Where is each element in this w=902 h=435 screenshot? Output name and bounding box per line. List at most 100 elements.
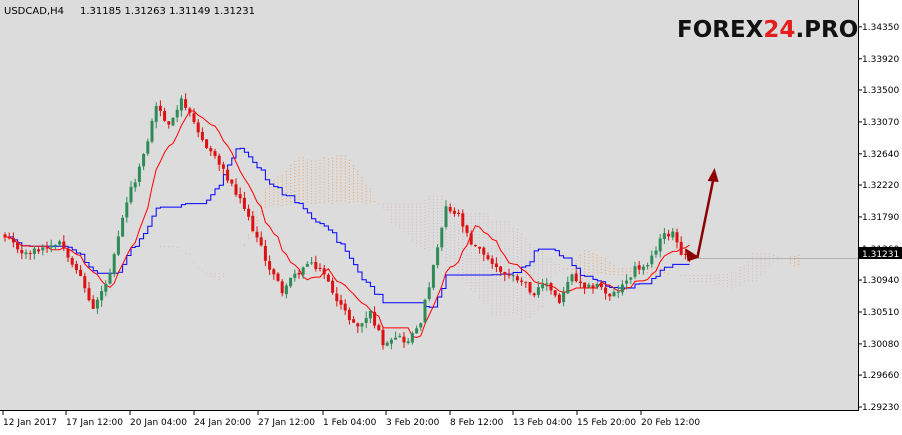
candle-body <box>129 186 133 203</box>
candle-body <box>196 122 200 133</box>
candle-body <box>289 277 293 287</box>
candle-body <box>108 273 112 284</box>
candle-body <box>415 328 419 334</box>
x-tick-label: 12 Jan 2017 <box>3 418 57 428</box>
candle-body <box>494 263 498 268</box>
candle-body <box>381 329 385 346</box>
candle-body <box>671 231 675 238</box>
candle-body <box>91 299 95 309</box>
candle-body <box>440 227 444 248</box>
y-tick-label: 1.34350 <box>862 23 899 33</box>
candle-body <box>272 269 276 275</box>
candle-body <box>137 166 141 182</box>
candle-body <box>16 241 20 250</box>
candle-body <box>599 283 603 288</box>
candle-body <box>364 318 368 323</box>
candle-body <box>175 109 179 118</box>
candle-body <box>604 287 608 294</box>
candle-body <box>79 269 83 277</box>
x-tick-label: 20 Jan 04:00 <box>130 418 187 428</box>
candle-body <box>578 281 582 284</box>
watermark-part-forex: FOREX <box>677 17 764 43</box>
candle-body <box>444 206 448 228</box>
candle-body <box>452 210 456 214</box>
candle-body <box>641 266 645 271</box>
candle-body <box>402 336 406 343</box>
candle-body <box>154 105 158 122</box>
candle-body <box>276 273 280 281</box>
candle-body <box>32 248 36 255</box>
candle-body <box>112 254 116 275</box>
candle-body <box>104 283 108 292</box>
chart-header-ohlc: 1.31185 1.31263 1.31149 1.31231 <box>80 6 255 17</box>
candle-body <box>410 333 414 343</box>
candle-body <box>490 258 494 264</box>
candle-body <box>469 233 473 245</box>
candle-body <box>528 282 532 293</box>
candle-body <box>133 182 137 188</box>
candle-body <box>625 280 629 284</box>
x-tick-label: 3 Feb 20:00 <box>386 418 440 428</box>
candle-body <box>221 164 225 169</box>
candle-body <box>305 264 309 267</box>
candle-body <box>83 276 87 289</box>
x-tick-label: 20 Feb 12:00 <box>641 418 700 428</box>
candle-body <box>566 281 570 294</box>
candle-body <box>200 131 204 140</box>
current-price-label: 1.31231 <box>862 250 899 260</box>
candle-body <box>398 336 402 338</box>
candle-body <box>53 244 57 246</box>
candle-body <box>20 249 24 254</box>
y-tick-label: 1.30080 <box>862 340 899 350</box>
candle-body <box>520 280 524 282</box>
candle-body <box>536 287 540 296</box>
candle-body <box>486 255 490 260</box>
y-tick-label: 1.30940 <box>862 276 899 286</box>
candle-body <box>95 299 99 309</box>
candle-body <box>654 250 658 255</box>
candle-body <box>3 234 7 238</box>
candle-body <box>583 282 587 289</box>
candle-body <box>553 290 557 296</box>
candle-body <box>473 244 477 247</box>
candle-body <box>255 231 259 238</box>
candle-body <box>192 113 196 123</box>
candle-body <box>373 311 377 326</box>
candle-body <box>24 252 28 255</box>
candle-body <box>58 241 62 245</box>
candle-body <box>419 323 423 328</box>
candle-body <box>524 281 528 283</box>
candle-body <box>360 323 364 327</box>
candle-body <box>7 237 11 239</box>
candle-body <box>11 237 15 243</box>
candle-body <box>574 273 578 282</box>
candle-body <box>116 236 120 255</box>
candle-body <box>352 319 356 323</box>
y-axis: 1.34350 1.33920 1.33500 1.33070 1.32640 1.322… <box>858 23 899 413</box>
signal-arrow-shaft <box>696 177 715 257</box>
candle-body <box>142 153 146 167</box>
candle-body <box>226 169 230 181</box>
candle-body <box>658 238 662 252</box>
candle-body <box>515 276 519 281</box>
candle-body <box>482 247 486 255</box>
candle-body <box>427 287 431 299</box>
candle-body <box>343 303 347 311</box>
candle-body <box>507 274 511 276</box>
candle-body <box>234 184 238 195</box>
x-tick-label: 1 Feb 04:00 <box>323 418 377 428</box>
candle-body <box>557 294 561 303</box>
candle-body <box>675 232 679 243</box>
candle-body <box>620 284 624 293</box>
x-tick-label: 8 Feb 12:00 <box>450 418 504 428</box>
x-tick-label: 15 Feb 20:00 <box>577 418 636 428</box>
candle-body <box>562 292 566 303</box>
signal-arrow-head <box>707 168 719 182</box>
candle-body <box>268 261 272 270</box>
current-price-box <box>859 247 902 259</box>
candle-body <box>230 179 234 184</box>
candle-body <box>368 310 372 319</box>
candle-body <box>310 262 314 264</box>
candle-body <box>188 108 192 113</box>
